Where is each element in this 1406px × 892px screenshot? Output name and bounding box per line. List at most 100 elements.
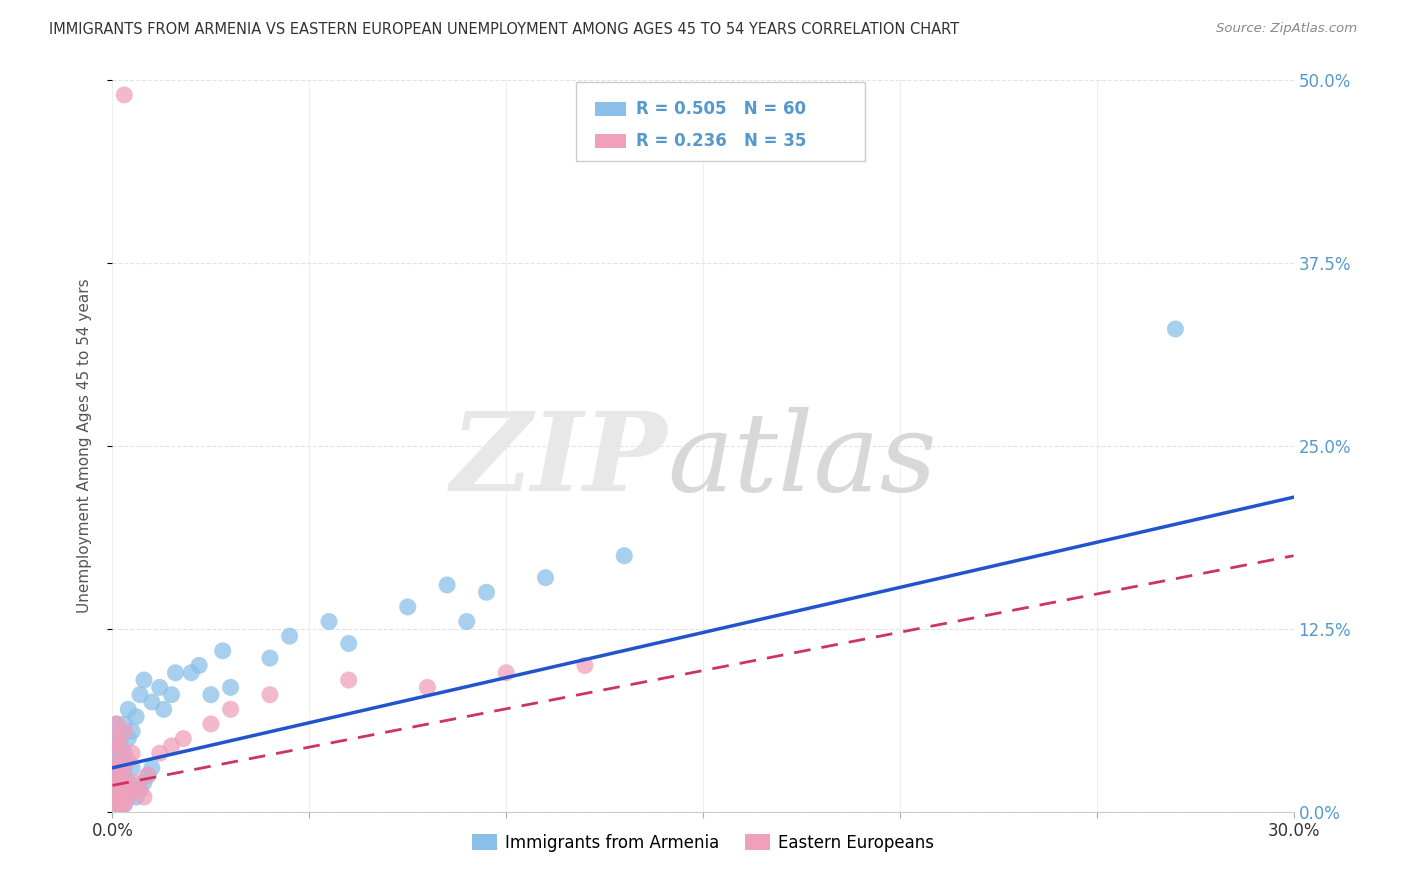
Point xyxy=(105,746,128,760)
Point xyxy=(112,761,135,775)
Point xyxy=(416,681,439,695)
Point xyxy=(180,665,202,680)
Point xyxy=(112,717,135,731)
Point xyxy=(117,754,139,768)
Point xyxy=(112,87,135,102)
Point xyxy=(259,651,281,665)
Point xyxy=(278,629,301,643)
Point xyxy=(149,681,172,695)
Point xyxy=(121,782,143,797)
Point xyxy=(141,761,163,775)
Point xyxy=(219,702,242,716)
Point xyxy=(495,665,517,680)
Point xyxy=(200,688,222,702)
Point xyxy=(105,717,128,731)
Point xyxy=(129,782,152,797)
Point xyxy=(121,782,143,797)
Point xyxy=(105,797,128,812)
Point xyxy=(105,775,128,789)
Text: Source: ZipAtlas.com: Source: ZipAtlas.com xyxy=(1216,22,1357,36)
Point xyxy=(129,688,152,702)
Point xyxy=(112,790,135,805)
Point xyxy=(105,717,128,731)
Point xyxy=(121,724,143,739)
Point xyxy=(112,724,135,739)
Point xyxy=(152,702,174,716)
Point xyxy=(211,644,233,658)
Point xyxy=(132,775,155,789)
Point xyxy=(259,688,281,702)
Point xyxy=(172,731,194,746)
Point xyxy=(125,775,148,789)
Point xyxy=(110,761,132,775)
Text: IMMIGRANTS FROM ARMENIA VS EASTERN EUROPEAN UNEMPLOYMENT AMONG AGES 45 TO 54 YEA: IMMIGRANTS FROM ARMENIA VS EASTERN EUROP… xyxy=(49,22,959,37)
Point xyxy=(456,615,478,629)
Point xyxy=(132,790,155,805)
Point xyxy=(105,782,128,797)
Point xyxy=(105,761,128,775)
Point xyxy=(117,790,139,805)
Point xyxy=(112,797,135,812)
Point xyxy=(141,695,163,709)
Point xyxy=(121,746,143,760)
Point xyxy=(117,702,139,716)
Point xyxy=(110,797,132,812)
Point xyxy=(160,688,183,702)
Point xyxy=(112,768,135,782)
Point xyxy=(112,797,135,812)
Point xyxy=(129,782,152,797)
Point xyxy=(136,768,159,782)
Point xyxy=(112,746,135,760)
Point xyxy=(188,658,211,673)
Point xyxy=(110,790,132,805)
Point xyxy=(105,782,128,797)
Point xyxy=(121,761,143,775)
Point xyxy=(337,673,360,687)
Point xyxy=(105,731,128,746)
Y-axis label: Unemployment Among Ages 45 to 54 years: Unemployment Among Ages 45 to 54 years xyxy=(77,278,91,614)
Point xyxy=(117,731,139,746)
Text: ZIP: ZIP xyxy=(451,407,668,515)
Point xyxy=(110,782,132,797)
Point xyxy=(110,746,132,760)
Point xyxy=(436,578,458,592)
Legend: Immigrants from Armenia, Eastern Europeans: Immigrants from Armenia, Eastern Europea… xyxy=(465,827,941,858)
Point xyxy=(105,797,128,812)
Point xyxy=(125,790,148,805)
Text: R = 0.236   N = 35: R = 0.236 N = 35 xyxy=(636,132,806,150)
Point xyxy=(160,739,183,753)
Point xyxy=(136,768,159,782)
Point xyxy=(125,709,148,723)
Point xyxy=(132,673,155,687)
Point xyxy=(574,658,596,673)
Point xyxy=(112,775,135,789)
Point xyxy=(219,681,242,695)
Point xyxy=(165,665,187,680)
Point xyxy=(110,731,132,746)
Point xyxy=(112,782,135,797)
Point xyxy=(117,775,139,789)
Point xyxy=(110,768,132,782)
Point xyxy=(110,797,132,812)
Point xyxy=(318,615,340,629)
Point xyxy=(110,775,132,789)
Point xyxy=(396,599,419,614)
Point xyxy=(475,585,498,599)
Point xyxy=(110,761,132,775)
Point xyxy=(105,754,128,768)
Point xyxy=(105,746,128,760)
Point xyxy=(117,790,139,805)
Point xyxy=(200,717,222,731)
Point xyxy=(613,549,636,563)
Point xyxy=(105,731,128,746)
Point xyxy=(105,761,128,775)
Point xyxy=(110,775,132,789)
Point xyxy=(534,571,557,585)
Text: atlas: atlas xyxy=(668,407,938,515)
Text: R = 0.505   N = 60: R = 0.505 N = 60 xyxy=(636,100,806,118)
Point xyxy=(105,775,128,789)
Point xyxy=(110,739,132,753)
Point xyxy=(149,746,172,760)
Point xyxy=(1164,322,1187,336)
Point xyxy=(105,768,128,782)
